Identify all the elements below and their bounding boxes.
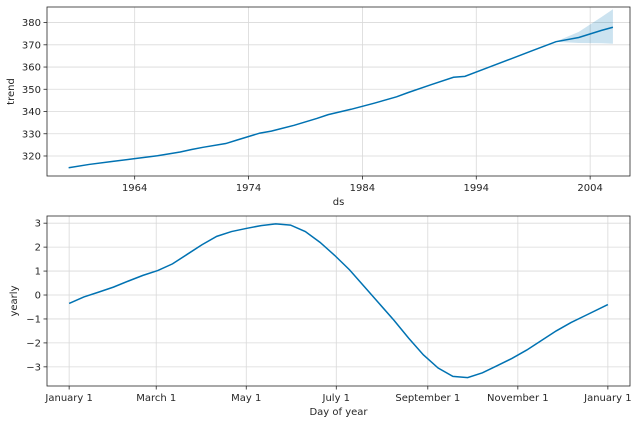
yearly-y-axis-label: yearly <box>9 285 20 316</box>
trend-panel: 1964 1974 1984 1994 2004 3203303403503603703… <box>6 6 631 208</box>
x-tick-label: September 1 <box>395 393 460 404</box>
y-tick-label: 380 <box>22 18 41 29</box>
x-tick-label: 2004 <box>577 183 602 194</box>
y-tick-label: 1 <box>35 267 41 278</box>
trend-uncertainty-band <box>555 9 613 44</box>
x-tick-label: 1964 <box>122 183 147 194</box>
x-tick-label: January 1 <box>583 393 631 404</box>
y-tick-label: 0 <box>35 291 41 302</box>
y-tick-label: −2 <box>26 338 41 349</box>
yearly-seasonality-line <box>68 223 609 379</box>
trend-grid <box>47 7 630 176</box>
y-tick-label: 2 <box>35 243 41 254</box>
yearly-panel: January 1 March 1 May 1 July 1 September 1 No… <box>9 215 632 418</box>
x-tick-label: January 1 <box>44 393 92 404</box>
y-tick-label: 330 <box>22 129 41 140</box>
trend-line <box>68 26 614 169</box>
yearly-plot-frame <box>46 215 631 387</box>
trend-y-axis-label: trend <box>6 78 17 105</box>
y-tick-label: 350 <box>22 85 41 96</box>
y-tick-label: −1 <box>26 314 41 325</box>
x-tick-label: July 1 <box>322 393 351 404</box>
y-tick-label: 3 <box>35 219 41 230</box>
y-tick-label: 360 <box>22 63 41 74</box>
y-tick-label: 340 <box>22 107 41 118</box>
y-tick-label: 320 <box>22 151 41 162</box>
x-tick-label: November 1 <box>487 393 549 404</box>
x-tick-label: May 1 <box>231 393 261 404</box>
trend-y-ticks: 320 330 340 350 360 370 380 <box>22 18 47 162</box>
y-tick-label: −3 <box>26 362 41 373</box>
x-tick-label: 1984 <box>350 183 375 194</box>
x-tick-label: 1974 <box>236 183 261 194</box>
trend-x-axis-label: ds <box>333 197 345 208</box>
x-tick-label: March 1 <box>136 393 176 404</box>
trend-plot-frame <box>46 6 631 177</box>
trend-x-ticks: 1964 1974 1984 1994 2004 <box>122 176 603 194</box>
yearly-y-ticks: −3 −2 −1 0 1 2 3 <box>26 219 47 373</box>
y-tick-label: 370 <box>22 40 41 51</box>
yearly-x-axis-label: Day of year <box>309 407 368 418</box>
x-tick-label: 1994 <box>464 183 489 194</box>
yearly-grid <box>47 216 630 386</box>
yearly-x-ticks: January 1 March 1 May 1 July 1 September 1 No… <box>44 386 632 404</box>
